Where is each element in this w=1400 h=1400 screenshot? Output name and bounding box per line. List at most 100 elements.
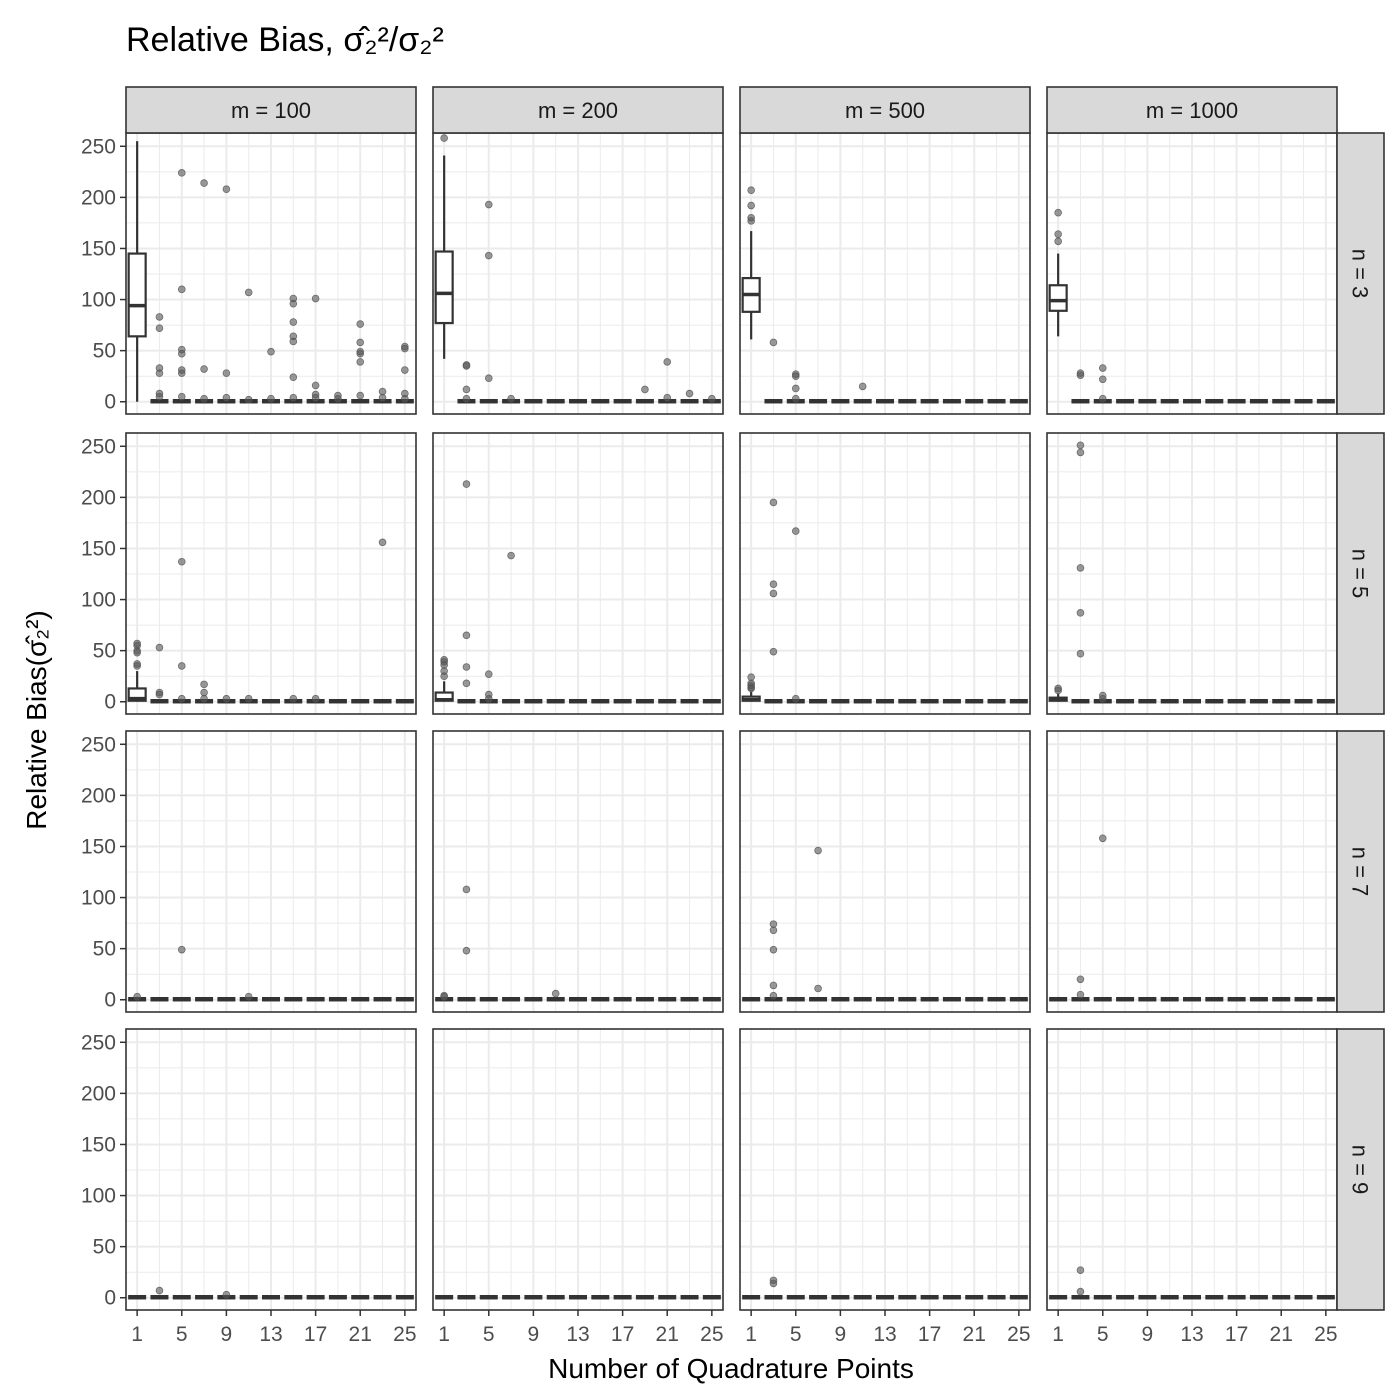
- outlier-point: [289, 299, 298, 308]
- box: [613, 996, 632, 1002]
- box: [1316, 698, 1335, 704]
- outlier-point: [484, 374, 493, 383]
- outlier-point: [267, 347, 275, 356]
- box: [395, 698, 414, 704]
- box: [853, 398, 872, 404]
- outlier-point: [177, 945, 186, 954]
- box: [150, 1294, 169, 1300]
- box: [1009, 996, 1028, 1002]
- outlier-point: [769, 589, 778, 598]
- x-tick-label: 9: [1142, 1323, 1154, 1346]
- box: [1009, 1294, 1028, 1300]
- box: [262, 1294, 280, 1300]
- strip-background: [432, 86, 724, 134]
- outlier-point: [462, 663, 471, 671]
- y-tick-label: 0: [104, 391, 116, 414]
- x-tick-label: 13: [259, 1323, 282, 1346]
- outlier-point: [133, 992, 141, 1001]
- box: [658, 698, 677, 704]
- outlier-point: [791, 384, 800, 393]
- facet-panel: [432, 730, 724, 1013]
- box: [1316, 1294, 1335, 1300]
- outlier-point: [1054, 237, 1062, 246]
- box: [853, 1294, 872, 1300]
- outlier-point: [462, 679, 471, 688]
- outlier-point: [769, 981, 778, 990]
- box: [920, 398, 939, 404]
- x-tick-label: 9: [835, 1323, 847, 1346]
- outlier-point: [401, 366, 409, 374]
- box: [702, 1294, 721, 1300]
- box: [635, 1294, 654, 1300]
- outlier-point: [440, 134, 448, 142]
- strip-label: m = 1000: [1146, 98, 1238, 123]
- box: [1183, 698, 1201, 704]
- outlier-point: [462, 394, 471, 403]
- outlier-point: [177, 349, 186, 358]
- facet-panel: 0 50 100 150 200 250 1 5 9 13 17 21 25: [81, 1028, 417, 1346]
- box: [742, 1294, 761, 1300]
- box: [351, 698, 370, 704]
- panel-border: [125, 730, 417, 1013]
- strip-background: [125, 86, 417, 134]
- outlier-point: [401, 394, 409, 403]
- panel-border: [432, 432, 724, 715]
- column-strip: m = 100: [125, 86, 417, 134]
- outlier-point: [1076, 371, 1085, 379]
- outlier-point: [551, 989, 560, 998]
- outlier-point: [244, 992, 253, 1001]
- y-tick-label: 50: [93, 640, 116, 663]
- box: [150, 996, 169, 1002]
- x-tick-label: 17: [304, 1323, 327, 1346]
- strip-label: m = 200: [538, 98, 618, 123]
- strip-background: [1336, 1028, 1385, 1311]
- facet-panel: 0 50 100 150 200 250: [81, 730, 417, 1013]
- box: [831, 398, 850, 404]
- outlier-point: [177, 662, 186, 670]
- facet-panel: [1046, 132, 1338, 415]
- box: [635, 996, 654, 1002]
- y-tick-label: 200: [81, 186, 116, 209]
- box: [680, 1294, 699, 1300]
- box: [831, 1294, 850, 1300]
- box: [284, 996, 303, 1002]
- outlier-point: [769, 647, 778, 656]
- box: [680, 698, 699, 704]
- outlier-point: [356, 338, 365, 347]
- box: [920, 996, 939, 1002]
- panel-border: [125, 432, 417, 715]
- outlier-point: [507, 394, 515, 403]
- box: [479, 398, 498, 404]
- box: [965, 996, 984, 1002]
- strip-label: m = 100: [231, 98, 311, 123]
- box: [1294, 996, 1313, 1002]
- box: [635, 698, 654, 704]
- panel-border: [432, 730, 724, 1013]
- box: [1205, 1294, 1224, 1300]
- y-axis-title: Relative Bias(σ̂₂²): [21, 610, 52, 830]
- outlier-point: [155, 392, 164, 401]
- row-strip: n = 3: [1336, 132, 1385, 415]
- outlier-point: [1098, 694, 1107, 703]
- outlier-point: [200, 694, 208, 703]
- column-strip: m = 1000: [1046, 86, 1338, 134]
- box: [172, 996, 191, 1002]
- box: [128, 1294, 147, 1300]
- box: [502, 1294, 521, 1300]
- box: [591, 698, 610, 704]
- box: [1160, 398, 1179, 404]
- outlier-point: [401, 344, 409, 353]
- y-tick-label: 0: [104, 989, 116, 1012]
- facet-panel: 0 50 100 150 200 250: [81, 432, 417, 715]
- box: [591, 1294, 610, 1300]
- box: [1205, 698, 1224, 704]
- outlier-point: [1054, 686, 1062, 695]
- box: [306, 1294, 325, 1300]
- outlier-point: [1076, 990, 1085, 999]
- outlier-point: [484, 251, 493, 260]
- box: [658, 996, 677, 1002]
- strip-label: n = 7: [1348, 847, 1373, 897]
- outlier-point: [222, 393, 231, 402]
- facet-panel: [739, 730, 1031, 1013]
- column-strip: m = 200: [432, 86, 724, 134]
